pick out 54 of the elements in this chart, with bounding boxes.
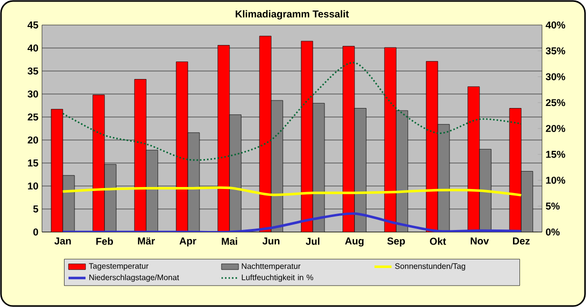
y2-tick-label: 5% xyxy=(546,202,560,210)
bar xyxy=(176,62,188,232)
y-tick-label: 45 xyxy=(28,22,38,28)
line-series xyxy=(62,62,522,161)
x-tick-label: Nov xyxy=(470,238,489,244)
bar xyxy=(259,36,272,232)
bar xyxy=(92,94,105,232)
bar xyxy=(300,40,314,232)
bar xyxy=(146,150,158,232)
bar xyxy=(229,114,242,232)
y-tick-label: 20 xyxy=(28,136,38,144)
y-tick-label: 0 xyxy=(33,228,38,236)
bar xyxy=(312,103,325,232)
x-tick-label: Feb xyxy=(96,238,113,245)
bar xyxy=(438,124,450,232)
y-tick-label: 40 xyxy=(28,44,38,52)
y2-tick-label: 0% xyxy=(546,228,560,236)
bar xyxy=(218,45,230,232)
x-tick-label: Dez xyxy=(512,238,530,244)
y2-tick-label: 20% xyxy=(546,124,566,132)
y2-tick-label: 35% xyxy=(546,47,566,54)
x-tick-label: Jul xyxy=(306,238,320,245)
x-tick-label: Apr xyxy=(180,238,196,246)
x-tick-label: Aug xyxy=(345,238,364,246)
bar xyxy=(134,79,146,232)
x-tick-label: Sep xyxy=(387,238,405,247)
y2-tick-label: 10% xyxy=(546,176,566,184)
bar xyxy=(426,61,438,232)
y-tick-label: 35 xyxy=(28,67,38,75)
line-series xyxy=(62,186,522,196)
y-tick-label: 30 xyxy=(28,90,38,98)
bar xyxy=(50,108,64,232)
bar xyxy=(188,132,200,232)
y2-tick-label: 25% xyxy=(546,99,566,106)
bar xyxy=(520,171,534,232)
y-tick-label: 25 xyxy=(28,113,38,121)
x-tick-label: Jan xyxy=(54,238,71,244)
x-tick-label: Okt xyxy=(430,238,446,245)
bar xyxy=(354,108,366,232)
bar xyxy=(342,46,355,232)
y2-tick-label: 15% xyxy=(546,150,566,158)
chart-title: Klimadiagramm Tessalit xyxy=(236,10,349,20)
bar xyxy=(509,108,522,232)
x-tick-label: Mai xyxy=(222,238,238,245)
y-tick-label: 15 xyxy=(28,160,38,166)
y-tick-label: 10 xyxy=(28,182,38,190)
y2-tick-label: 40% xyxy=(546,21,566,29)
x-tick-label: Mär xyxy=(138,238,155,245)
line-series xyxy=(62,212,522,232)
bar xyxy=(468,86,480,232)
x-tick-label: Jun xyxy=(262,238,280,244)
bar xyxy=(384,47,396,232)
y2-tick-label: 30% xyxy=(546,73,566,80)
y-tick-label: 5 xyxy=(33,206,38,212)
